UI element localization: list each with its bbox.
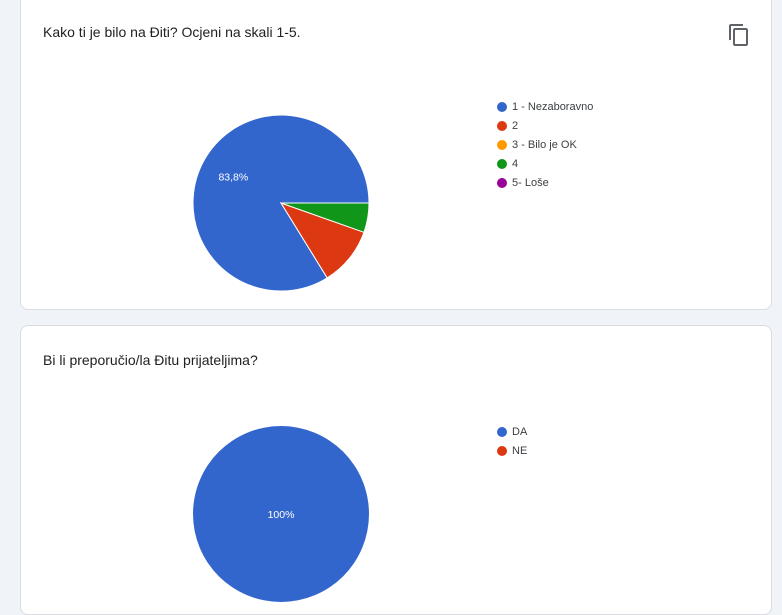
question-card-rating: Kako ti je bilo na Điti? Ocjeni na skali… [20, 0, 772, 310]
legend-swatch [497, 158, 507, 169]
question-title: Kako ti je bilo na Điti? Ocjeni na skali… [43, 24, 301, 40]
pie-slice-1 [193, 426, 369, 602]
legend-swatch [497, 445, 507, 456]
copy-icon [729, 24, 748, 46]
legend-item: 4 [497, 154, 593, 173]
chart-legend: DA NE [497, 422, 527, 460]
legend-item: 2 [497, 116, 593, 135]
legend-swatch [497, 120, 507, 131]
legend-swatch [497, 139, 507, 150]
pie-slice-4 [280, 202, 370, 233]
slice-label: 100% [268, 509, 295, 521]
legend-item: 3 - Bilo je OK [497, 135, 593, 154]
copy-chart-button[interactable] [727, 23, 751, 47]
chart-legend: 1 - Nezaboravno 2 3 - Bilo je OK 4 5- Loše [497, 97, 593, 192]
question-card-recommend: Bi li preporučio/la Đitu prijateljima? 1… [20, 325, 772, 615]
legend-label: 1 - Nezaboravno [512, 100, 594, 113]
legend-label: 4 [512, 157, 519, 170]
legend-swatch [497, 426, 507, 437]
legend-item: 5- Loše [497, 173, 593, 192]
legend-label: NE [512, 444, 528, 457]
slice-label: 83,8% [218, 171, 248, 183]
legend-item: DA [497, 422, 527, 441]
legend-label: DA [512, 425, 528, 438]
pie-chart: 100% [193, 426, 369, 602]
legend-label: 5- Loše [512, 176, 549, 189]
legend-label: 2 [512, 119, 519, 132]
legend-swatch [497, 101, 507, 112]
legend-item: 1 - Nezaboravno [497, 97, 593, 116]
legend-item: NE [497, 441, 527, 460]
pie-chart: 83,8% [192, 114, 370, 292]
question-title: Bi li preporučio/la Đitu prijateljima? [43, 352, 258, 368]
legend-swatch [497, 177, 507, 188]
legend-label: 3 - Bilo je OK [512, 138, 577, 151]
